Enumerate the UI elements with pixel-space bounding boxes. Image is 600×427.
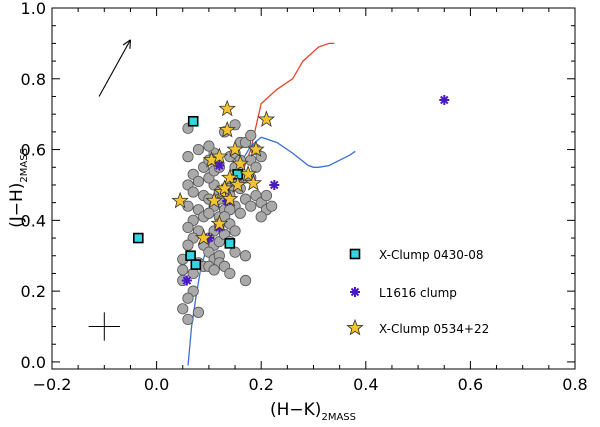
x-tick-label: 0.0 <box>144 375 169 394</box>
l1616-clump-point <box>269 180 280 190</box>
asterisk-stroke <box>269 180 279 190</box>
legend-item: X-Clump 0430-08 <box>349 248 484 262</box>
legend-marker-star <box>346 318 364 336</box>
asterisk-stroke <box>350 287 360 297</box>
x-clump-0534+22-point <box>218 99 236 117</box>
plot-frame <box>51 7 576 370</box>
background-point <box>203 207 215 219</box>
background-point <box>192 306 205 318</box>
background-point <box>177 303 189 315</box>
background-point <box>250 161 262 173</box>
axis-tick-labels: −0.2 0.0 0.2 0.4 0.6 0.8 0.0 0.2 0.4 0.6 0.8 1.0 <box>21 0 588 394</box>
background-point <box>208 264 220 276</box>
background-point <box>203 140 215 152</box>
asterisk-stroke <box>215 161 224 170</box>
x-clump-0534+22-point <box>257 110 276 127</box>
x-clump-0534+22-point <box>229 175 247 193</box>
x-clump-0534+22-point <box>218 120 236 138</box>
legend: X-Clump 0430-08 L1616 clump X-Clump 0534+2… <box>346 248 489 336</box>
x-tick-label: 0.6 <box>458 375 483 394</box>
y-axis-title: (J−H)2MASS <box>7 148 30 228</box>
background-point <box>260 189 273 202</box>
x-clump-0430-08-point <box>187 115 199 127</box>
background-point <box>266 200 278 212</box>
legend-label: L1616 clump <box>379 286 457 300</box>
background-point <box>187 186 199 198</box>
background-point <box>182 221 194 234</box>
background-point <box>182 239 194 251</box>
background-point <box>239 250 252 262</box>
x-clump-0534+22-point <box>210 214 229 232</box>
background-point <box>192 175 205 188</box>
y-tick-label: 1.0 <box>21 0 46 18</box>
y-tick-label: 0.0 <box>21 353 46 372</box>
giant-branch-curve <box>229 42 335 203</box>
background-point <box>255 211 267 223</box>
l1616-clump-point <box>214 160 225 171</box>
background-point <box>182 151 194 163</box>
y-tick-label: 0.6 <box>21 141 46 160</box>
asterisk-stroke <box>439 95 449 105</box>
data-markers <box>132 95 450 326</box>
x-clump-0534+22-point <box>195 228 213 246</box>
x-axis-title: (H−K)2MASS <box>270 400 356 423</box>
background-point <box>224 267 236 280</box>
background-point <box>182 292 194 304</box>
x-clump-0534+22-point <box>205 191 223 209</box>
background-point <box>229 225 241 237</box>
y-tick-label: 0.2 <box>21 282 46 301</box>
reddening-vector-arrow <box>98 39 131 97</box>
y-axis-label: (J−H) <box>7 183 27 228</box>
background-point <box>182 313 194 326</box>
x-tick-label: 0.2 <box>248 375 273 394</box>
x-clump-0430-08-point <box>185 250 196 262</box>
x-clump-0534+22-point <box>239 165 257 182</box>
x-axis-label-sub: 2MASS <box>321 412 356 423</box>
background-point <box>192 143 205 156</box>
x-tick-label: 0.4 <box>353 375 378 394</box>
y-axis-label-sub: 2MASS <box>19 148 30 183</box>
background-point <box>239 274 252 287</box>
x-clump-0430-08-point <box>190 259 202 270</box>
y-tick-label: 0.8 <box>21 70 46 89</box>
legend-item: L1616 clump <box>350 286 457 300</box>
x-tick-label: 0.8 <box>562 375 587 394</box>
x-clump-0430-08-point <box>224 238 236 249</box>
legend-item: X-Clump 0534+22 <box>346 318 489 336</box>
y-tick-label: 0.4 <box>21 211 46 230</box>
x-axis-label: (H−K) <box>270 400 321 420</box>
axis-ticks <box>51 7 576 369</box>
background-point <box>245 200 257 212</box>
reddening-vector-arrowhead <box>122 39 131 46</box>
reddening-vector-arrowhead <box>129 39 131 49</box>
l1616-clump-point <box>439 95 450 105</box>
legend-marker-square <box>349 248 361 260</box>
l1616-clump-point <box>181 275 192 286</box>
x-clump-0430-08-point <box>132 232 144 244</box>
x-clump-0534+22-point <box>231 154 249 172</box>
legend-label: X-Clump 0430-08 <box>379 248 484 262</box>
x-clump-0534+22-point <box>221 189 239 207</box>
background-point <box>245 129 257 142</box>
x-clump-0534+22-point <box>171 191 189 209</box>
background-point <box>177 264 189 276</box>
annotations <box>88 39 131 341</box>
x-clump-0534+22-point <box>226 140 244 157</box>
x-clump-0534+22-point <box>215 179 234 196</box>
x-clump-0534+22-point <box>210 147 229 165</box>
asterisk-stroke <box>182 276 192 285</box>
x-clump-0534+22-point <box>221 168 239 186</box>
x-clump-0534+22-point <box>247 140 265 157</box>
legend-label: X-Clump 0534+22 <box>379 322 489 336</box>
x-tick-label: −0.2 <box>33 375 72 394</box>
legend-marker-asterisk <box>350 287 360 297</box>
background-point <box>234 207 246 219</box>
x-clump-0534+22-point <box>244 174 263 191</box>
